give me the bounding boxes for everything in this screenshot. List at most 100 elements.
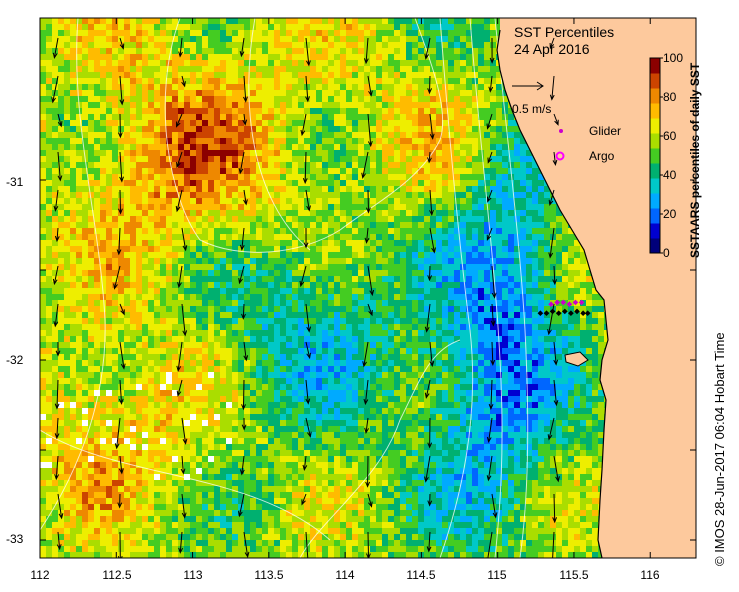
- sst-pixel: [238, 258, 244, 264]
- sst-pixel: [490, 18, 496, 24]
- sst-pixel: [154, 330, 160, 336]
- sst-pixel: [298, 276, 304, 282]
- sst-pixel: [370, 180, 376, 186]
- sst-pixel: [292, 96, 298, 102]
- sst-pixel: [142, 84, 148, 90]
- sst-pixel: [520, 138, 526, 144]
- sst-pixel: [250, 228, 256, 234]
- sst-pixel: [250, 18, 256, 24]
- sst-pixel: [568, 270, 574, 276]
- sst-pixel: [148, 222, 154, 228]
- sst-pixel: [316, 252, 322, 258]
- sst-pixel: [574, 252, 580, 258]
- sst-pixel: [202, 324, 208, 330]
- sst-pixel: [490, 300, 496, 306]
- sst-pixel: [214, 330, 220, 336]
- sst-pixel: [448, 312, 454, 318]
- sst-pixel: [520, 306, 526, 312]
- sst-pixel: [172, 246, 178, 252]
- sst-pixel: [58, 114, 64, 120]
- sst-pixel: [142, 24, 148, 30]
- sst-pixel: [76, 30, 82, 36]
- sst-pixel: [550, 282, 556, 288]
- sst-pixel: [142, 168, 148, 174]
- sst-pixel: [220, 162, 226, 168]
- sst-pixel: [202, 240, 208, 246]
- sst-pixel: [544, 306, 550, 312]
- sst-pixel: [238, 156, 244, 162]
- sst-pixel: [226, 276, 232, 282]
- sst-pixel: [94, 30, 100, 36]
- sst-pixel: [208, 42, 214, 48]
- sst-pixel: [454, 114, 460, 120]
- sst-pixel: [310, 138, 316, 144]
- sst-pixel: [310, 186, 316, 192]
- sst-pixel: [124, 306, 130, 312]
- sst-pixel: [232, 288, 238, 294]
- sst-pixel: [334, 228, 340, 234]
- sst-pixel: [208, 138, 214, 144]
- sst-pixel: [142, 144, 148, 150]
- sst-pixel: [292, 306, 298, 312]
- sst-pixel: [142, 258, 148, 264]
- sst-pixel: [328, 48, 334, 54]
- sst-pixel: [130, 318, 136, 324]
- sst-pixel: [466, 66, 472, 72]
- sst-pixel: [514, 240, 520, 246]
- sst-pixel: [484, 324, 490, 330]
- sst-pixel: [358, 192, 364, 198]
- sst-pixel: [280, 222, 286, 228]
- sst-pixel: [208, 102, 214, 108]
- sst-pixel: [544, 294, 550, 300]
- sst-pixel: [70, 318, 76, 324]
- sst-pixel: [202, 156, 208, 162]
- sst-pixel: [76, 210, 82, 216]
- sst-pixel: [178, 84, 184, 90]
- sst-pixel: [484, 138, 490, 144]
- sst-pixel: [412, 186, 418, 192]
- sst-pixel: [334, 138, 340, 144]
- sst-pixel: [268, 186, 274, 192]
- sst-pixel: [118, 180, 124, 186]
- sst-pixel: [208, 198, 214, 204]
- sst-pixel: [424, 18, 430, 24]
- sst-pixel: [544, 258, 550, 264]
- sst-pixel: [100, 228, 106, 234]
- sst-pixel: [310, 102, 316, 108]
- sst-pixel: [436, 54, 442, 60]
- sst-pixel: [394, 90, 400, 96]
- sst-pixel: [400, 264, 406, 270]
- sst-pixel: [268, 36, 274, 42]
- sst-pixel: [334, 186, 340, 192]
- sst-pixel: [136, 270, 142, 276]
- sst-pixel: [448, 300, 454, 306]
- sst-pixel: [238, 18, 244, 24]
- sst-pixel: [388, 270, 394, 276]
- sst-pixel: [460, 66, 466, 72]
- sst-pixel: [508, 204, 514, 210]
- sst-pixel: [166, 306, 172, 312]
- sst-pixel: [136, 306, 142, 312]
- sst-pixel: [316, 156, 322, 162]
- sst-pixel: [226, 162, 232, 168]
- sst-pixel: [124, 180, 130, 186]
- sst-pixel: [430, 228, 436, 234]
- sst-pixel: [124, 84, 130, 90]
- sst-pixel: [334, 264, 340, 270]
- sst-pixel: [256, 252, 262, 258]
- sst-pixel: [442, 42, 448, 48]
- sst-pixel: [88, 294, 94, 300]
- sst-pixel: [388, 264, 394, 270]
- sst-pixel: [238, 96, 244, 102]
- sst-pixel: [424, 180, 430, 186]
- sst-pixel: [232, 192, 238, 198]
- sst-pixel: [292, 270, 298, 276]
- sst-pixel: [280, 78, 286, 84]
- sst-pixel: [238, 312, 244, 318]
- sst-pixel: [310, 264, 316, 270]
- sst-pixel: [406, 264, 412, 270]
- sst-pixel: [154, 90, 160, 96]
- sst-pixel: [40, 330, 46, 336]
- sst-pixel: [214, 72, 220, 78]
- sst-pixel: [304, 18, 310, 24]
